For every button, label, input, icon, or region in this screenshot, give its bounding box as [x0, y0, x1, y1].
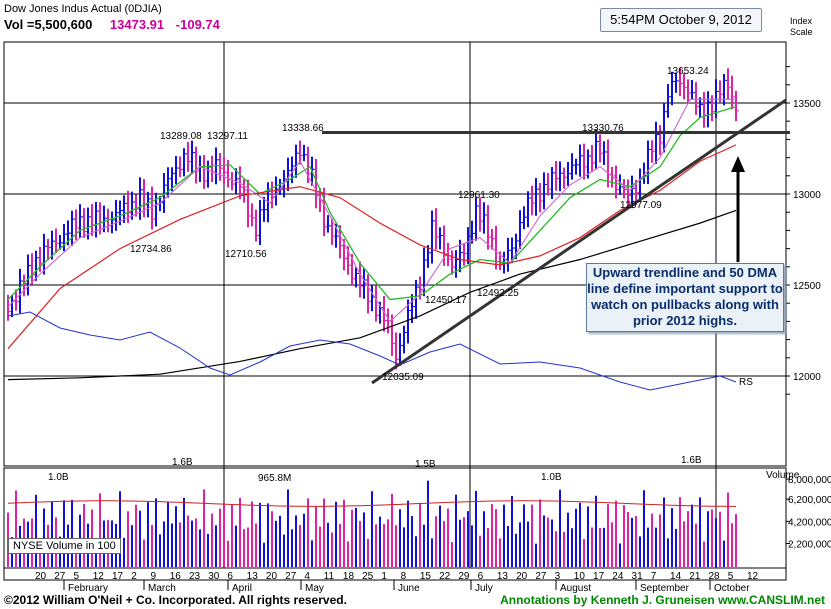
- month-label: August: [560, 583, 591, 594]
- x-tick-label: 9: [150, 571, 156, 582]
- rs-label: RS: [739, 377, 753, 388]
- price-annotation: 13338.66: [282, 123, 324, 134]
- chart-header: Dow Jones Indus Actual (0DJIA) Vol =5,50…: [0, 0, 831, 40]
- x-tick-label: 6: [478, 571, 484, 582]
- month-label: March: [148, 583, 176, 594]
- x-tick-label: 20: [266, 571, 278, 582]
- x-tick-label: 5: [73, 571, 79, 582]
- month-label: June: [398, 583, 420, 594]
- price-annotation: 13289.08: [160, 131, 202, 142]
- volume-annotation: 1.6B: [172, 457, 193, 468]
- y-tick-label: 12500: [793, 281, 821, 292]
- x-tick-label: 28: [709, 571, 721, 582]
- month-label: September: [640, 583, 690, 594]
- index-scale-label: Index: [790, 16, 813, 26]
- x-tick-label: 13: [247, 571, 259, 582]
- price-panel-frame: [3, 41, 787, 467]
- annotation-callout: Upward trendline and 50 DMA line define …: [586, 263, 784, 332]
- volume-annotation: 1.0B: [541, 472, 562, 483]
- y-tick-label: 12000: [793, 372, 821, 383]
- volume-annotation: 1.0B: [48, 472, 69, 483]
- index-scale-label: Scale: [790, 27, 813, 37]
- x-tick-label: 30: [208, 571, 220, 582]
- volume-legend: NYSE Volume in 100: [8, 538, 121, 554]
- price-annotation: 12450.17: [425, 295, 467, 306]
- x-tick-label: 17: [112, 571, 124, 582]
- ma-200-line: [7, 209, 737, 381]
- x-tick-label: 20: [35, 571, 47, 582]
- x-tick-label: 18: [343, 571, 355, 582]
- price-annotation: 12977.09: [620, 200, 662, 211]
- volume-annotation: 1.5B: [415, 459, 436, 470]
- month-label: July: [475, 583, 493, 594]
- ma-50-line: [7, 106, 737, 301]
- x-tick-label: 5: [728, 571, 734, 582]
- x-tick-label: 15: [420, 571, 432, 582]
- x-tick-label: 6: [227, 571, 233, 582]
- price-annotation: 12492.25: [477, 288, 519, 299]
- x-tick-label: 17: [593, 571, 605, 582]
- x-tick-label: 24: [612, 571, 624, 582]
- x-tick-label: 1: [381, 571, 387, 582]
- index-title: Dow Jones Indus Actual (0DJIA): [4, 3, 162, 15]
- price-annotation: 13653.24: [667, 66, 709, 77]
- volume-tick-label: 2,200,000: [788, 540, 831, 551]
- x-tick-label: 10: [574, 571, 586, 582]
- x-tick-label: 12: [93, 571, 105, 582]
- price-annotation: 12710.56: [225, 249, 267, 260]
- price-annotation: 12035.09: [382, 372, 424, 383]
- price-readout: 13473.91: [109, 17, 165, 32]
- month-label: October: [714, 583, 750, 594]
- y-tick-label: 13500: [793, 99, 821, 110]
- month-label: May: [305, 583, 324, 594]
- x-tick-label: 4: [304, 571, 310, 582]
- x-tick-label: 11: [324, 571, 335, 582]
- x-tick-label: 8: [401, 571, 407, 582]
- copyright-text: ©2012 William O'Neil + Co. Incorporated.…: [4, 593, 347, 607]
- volume-axis-title: Volume: [766, 470, 800, 481]
- y-tick-label: 13000: [793, 190, 821, 201]
- change-readout: -109.74: [175, 17, 220, 32]
- upward-trendline: [371, 98, 787, 385]
- x-tick-label: 21: [689, 571, 701, 582]
- rs-line: [7, 311, 737, 391]
- volume-tick-label: 6,200,000: [788, 495, 831, 506]
- price-annotation: 12961.30: [458, 190, 500, 201]
- x-tick-label: 22: [439, 571, 451, 582]
- x-tick-label: 27: [535, 571, 547, 582]
- x-tick-label: 20: [516, 571, 528, 582]
- ma-10-line: [7, 98, 736, 323]
- x-tick-label: 25: [362, 571, 374, 582]
- x-tick-label: 12: [747, 571, 759, 582]
- volume-annotation: 1.6B: [681, 455, 702, 466]
- x-tick-label: 16: [170, 571, 182, 582]
- price-annotation: 13330.76: [582, 123, 624, 134]
- x-tick-label: 23: [189, 571, 201, 582]
- price-annotation: 12734.86: [130, 244, 172, 255]
- x-tick-label: 7: [651, 571, 657, 582]
- x-tick-label: 2: [131, 571, 137, 582]
- x-tick-label: 31: [632, 571, 644, 582]
- volume-annotation: 965.8M: [258, 473, 291, 484]
- volume-tick-label: 8,000,000: [788, 475, 831, 486]
- month-label: February: [68, 583, 108, 594]
- price-annotation: 13297.11: [207, 131, 248, 142]
- x-tick-label: 27: [285, 571, 297, 582]
- x-tick-label: 29: [458, 571, 470, 582]
- x-tick-label: 27: [54, 571, 66, 582]
- timestamp-box: 5:54PM October 9, 2012: [600, 8, 762, 32]
- x-tick-label: 3: [555, 571, 561, 582]
- month-label: April: [232, 583, 252, 594]
- annotation-arrowhead: [731, 156, 745, 172]
- annotation-credit: Annotations by Kenneth J. Gruneisen www.…: [500, 593, 825, 607]
- volume-readout: Vol =5,500,600: [4, 17, 93, 32]
- volume-tick-label: 4,200,000: [788, 517, 831, 528]
- x-tick-label: 13: [497, 571, 509, 582]
- date-axis-strip: [3, 567, 787, 581]
- volume-average-line: [7, 500, 737, 507]
- x-tick-label: 14: [670, 571, 682, 582]
- quote-line: Vol =5,500,600 13473.91 -109.74: [4, 17, 220, 32]
